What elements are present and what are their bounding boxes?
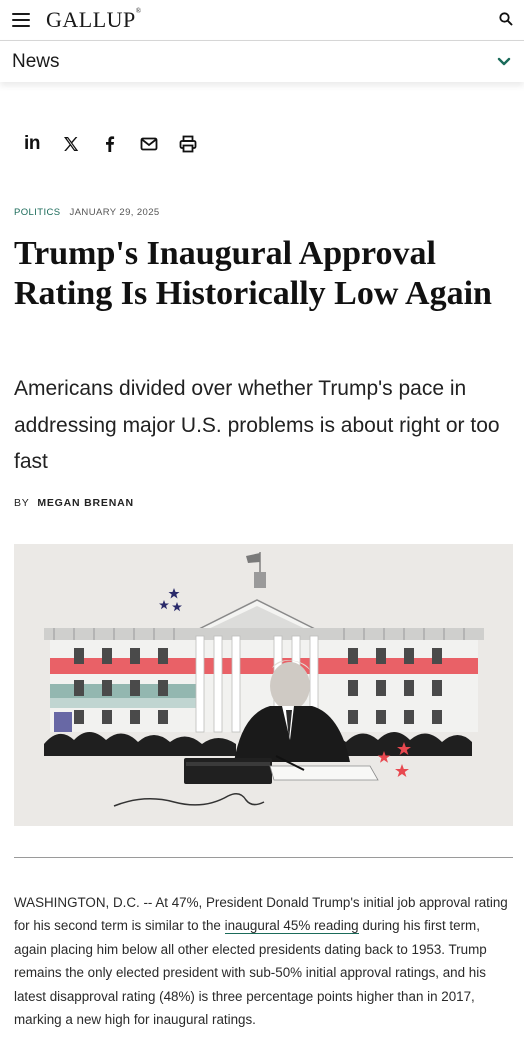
print-icon[interactable]: [178, 134, 198, 154]
section-dropdown[interactable]: News: [0, 40, 524, 82]
linkedin-label: in: [24, 133, 40, 154]
article-date: JANUARY 29, 2025: [69, 207, 160, 218]
chevron-down-icon[interactable]: [496, 54, 512, 70]
share-bar: in: [22, 133, 198, 154]
logo-text: GALLUP: [46, 7, 136, 32]
body-rest: during his first term, again placing him…: [14, 918, 487, 1028]
article-meta: POLITICS JANUARY 29, 2025: [14, 207, 160, 218]
body-intro: WASHINGTON, D.C. -- At 47%, President Do…: [14, 895, 508, 934]
article-title: Trump's Inaugural Approval Rating Is His…: [14, 235, 492, 312]
linkedin-icon[interactable]: in: [22, 133, 42, 154]
article-subtitle: Americans divided over whether Trump's p…: [14, 377, 500, 473]
section-title: News: [12, 50, 60, 72]
gallup-logo[interactable]: GALLUP®: [46, 7, 142, 33]
byline: BY MEGAN BRENAN: [14, 497, 134, 509]
article-body: WASHINGTON, D.C. -- At 47%, President Do…: [14, 891, 510, 1031]
top-bar: GALLUP®: [0, 0, 524, 40]
logo-registered-mark: ®: [135, 7, 142, 15]
byline-prefix: BY: [14, 497, 30, 509]
article-category[interactable]: POLITICS: [14, 207, 61, 218]
hero-image: [14, 544, 513, 826]
hamburger-menu-icon[interactable]: [12, 13, 30, 27]
white-house-collage-illustration: [14, 544, 513, 826]
email-icon[interactable]: [139, 134, 159, 154]
section-divider: [14, 857, 513, 858]
search-icon[interactable]: [498, 11, 514, 27]
x-twitter-icon[interactable]: [61, 134, 81, 154]
author-link[interactable]: MEGAN BRENAN: [37, 497, 134, 509]
inaugural-reading-link[interactable]: inaugural 45% reading: [224, 918, 359, 935]
facebook-icon[interactable]: [100, 134, 120, 154]
